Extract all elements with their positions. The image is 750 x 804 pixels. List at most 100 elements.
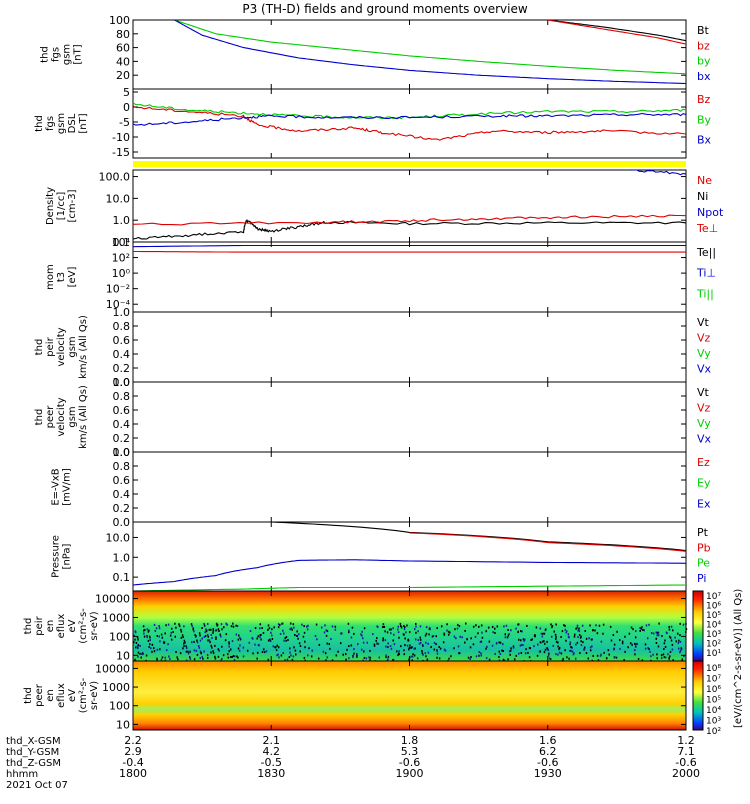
spectrogram-pixel: [270, 631, 272, 634]
series-line-ne: [133, 214, 686, 226]
spectrogram-pixel: [137, 638, 139, 641]
spectrogram-pixel: [555, 640, 558, 643]
spectrogram-pixel: [185, 645, 187, 648]
spectrogram-pixel: [572, 653, 575, 656]
spectrogram-pixel: [469, 646, 472, 649]
spectrogram-pixel: [677, 647, 680, 650]
spectrogram-pixel: [595, 624, 597, 627]
colorbar-tick-label: 10⁶: [706, 685, 721, 695]
spectrogram-pixel: [660, 654, 663, 657]
spectrogram-pixel: [137, 651, 140, 654]
spectrogram-pixel: [197, 645, 200, 648]
spectrogram-pixel: [498, 641, 500, 644]
spectrogram-pixel: [384, 639, 387, 642]
y-axis-label: gsm: [67, 406, 78, 427]
spectrogram-pixel: [406, 644, 409, 647]
spectrogram-pixel: [414, 622, 417, 625]
spectrogram-pixel: [335, 654, 338, 657]
spectrogram-pixel: [662, 653, 665, 656]
spectrogram-pixel: [302, 635, 305, 638]
y-axis-label: thd: [34, 115, 45, 132]
spectrogram-pixel: [426, 658, 429, 661]
y-tick-label: -15: [112, 146, 130, 159]
y-axis-label: thd: [34, 409, 45, 426]
spectrogram-pixel: [183, 645, 185, 648]
spectrogram-pixel: [453, 635, 456, 638]
spectrogram-pixel: [345, 658, 347, 661]
spectrogram-pixel: [577, 629, 579, 632]
spectrogram-pixel: [276, 654, 278, 657]
spectrogram-pixel: [210, 651, 212, 654]
spectrogram-pixel: [231, 655, 234, 658]
spectrogram-pixel: [360, 648, 363, 651]
spectrogram-pixel: [543, 642, 546, 645]
spectrogram-pixel: [363, 656, 366, 659]
spectrogram-pixel: [156, 635, 159, 638]
spectrogram-pixel: [239, 638, 242, 641]
y-tick-label: 0.2: [113, 432, 131, 445]
spectrogram-pixel: [648, 623, 650, 626]
ephemeris-row-label: thd_X-GSM: [6, 736, 61, 747]
spectrogram-pixel: [661, 635, 663, 638]
spectrogram-pixel: [431, 635, 434, 638]
spectrogram-pixel: [361, 634, 363, 637]
spectrogram-pixel: [464, 641, 466, 644]
panel-frame: [132, 169, 687, 243]
spectrogram-pixel: [585, 652, 588, 655]
spectrogram-pixel: [368, 656, 370, 659]
spectrogram-pixel: [616, 630, 618, 633]
spectrogram-pixel: [165, 649, 168, 652]
spectrogram-pixel: [269, 640, 272, 643]
y-axis-label: en: [45, 689, 56, 702]
spectrogram-pixel: [193, 630, 195, 633]
spectrogram-pixel: [347, 622, 350, 625]
spectrogram-pixel: [396, 628, 399, 631]
spectrogram-pixel: [650, 632, 653, 635]
spectrogram-pixel: [215, 638, 217, 641]
spectrogram-pixel: [181, 634, 184, 637]
spectrogram-pixel: [634, 645, 637, 648]
spectrogram-pixel: [331, 625, 334, 628]
spectrogram-pixel: [555, 638, 557, 641]
spectrogram-pixel: [502, 643, 504, 646]
spectrogram-pixel: [232, 622, 234, 625]
spectrogram-pixel: [641, 659, 644, 662]
spectrogram-pixel: [184, 641, 186, 644]
spectrogram-pixel: [390, 628, 392, 631]
spectrogram-pixel: [285, 639, 287, 642]
spectrogram-pixel: [569, 649, 572, 652]
spectrogram-pixel: [589, 646, 592, 649]
spectrogram-pixel: [682, 623, 685, 626]
spectrogram-pixel: [361, 630, 363, 633]
spectrogram-pixel: [259, 636, 261, 639]
spectrogram-pixel: [323, 631, 326, 634]
y-tick-label: 10⁻²: [106, 283, 130, 296]
spectrogram-pixel: [436, 650, 438, 653]
spectrogram-pixel: [224, 639, 227, 642]
spectrogram-pixel: [304, 640, 306, 643]
spectrogram-pixel: [458, 652, 460, 655]
spectrogram-pixel: [193, 649, 196, 652]
spectrogram-pixel: [512, 646, 515, 649]
spectrogram-pixel: [322, 650, 325, 653]
spectrogram-pixel: [592, 654, 594, 657]
spectrogram-pixel: [352, 656, 354, 659]
spectrogram-pixel: [648, 648, 650, 651]
spectrogram-pixel: [478, 651, 481, 654]
spectrogram-pixel: [499, 652, 502, 655]
spectrogram-pixel: [217, 648, 220, 651]
y-axis-label: peer: [45, 405, 56, 429]
y-axis-label: [nPa]: [62, 543, 73, 569]
spectrogram-pixel: [198, 632, 201, 635]
spectrogram-pixel: [558, 646, 561, 649]
spectrogram-pixel: [353, 632, 355, 635]
spectrogram-pixel: [372, 633, 374, 636]
spectrogram-pixel: [275, 649, 278, 652]
spectrogram-pixel: [579, 636, 582, 639]
panel-frame: [132, 19, 687, 90]
spectrogram-pixel: [324, 624, 326, 627]
spectrogram-pixel: [239, 644, 241, 647]
spectrogram-pixel: [259, 634, 262, 637]
spectrogram-pixel: [419, 641, 422, 644]
